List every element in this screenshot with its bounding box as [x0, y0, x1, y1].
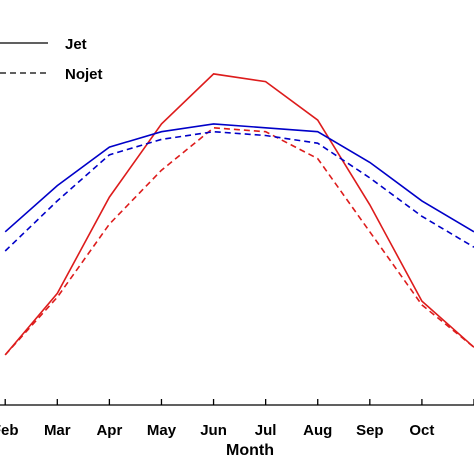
x-tick-label: Mar: [44, 422, 71, 439]
x-tick-label: Jul: [255, 422, 277, 439]
series-layer: [4, 73, 474, 356]
series-line-0: [4, 73, 474, 356]
x-tick-label: Sep: [356, 422, 384, 439]
series-line-3: [4, 130, 474, 252]
series-line-2: [4, 123, 474, 233]
legend: Jet Nojet: [0, 36, 103, 83]
x-axis: Feb Mar Apr May Jun Jul Aug Sep Oct: [0, 399, 474, 439]
x-tick-label: Aug: [303, 422, 332, 439]
x-tick-label: Jun: [200, 422, 227, 439]
x-tick-label: Oct: [409, 422, 434, 439]
x-tick-label: Apr: [96, 422, 122, 439]
x-axis-title: Month: [226, 442, 274, 459]
x-tick-label: Feb: [0, 422, 19, 439]
series-line-1: [4, 126, 474, 356]
legend-label-jet: Jet: [65, 36, 87, 53]
legend-label-nojet: Nojet: [65, 66, 103, 83]
x-tick-label: May: [147, 422, 177, 439]
